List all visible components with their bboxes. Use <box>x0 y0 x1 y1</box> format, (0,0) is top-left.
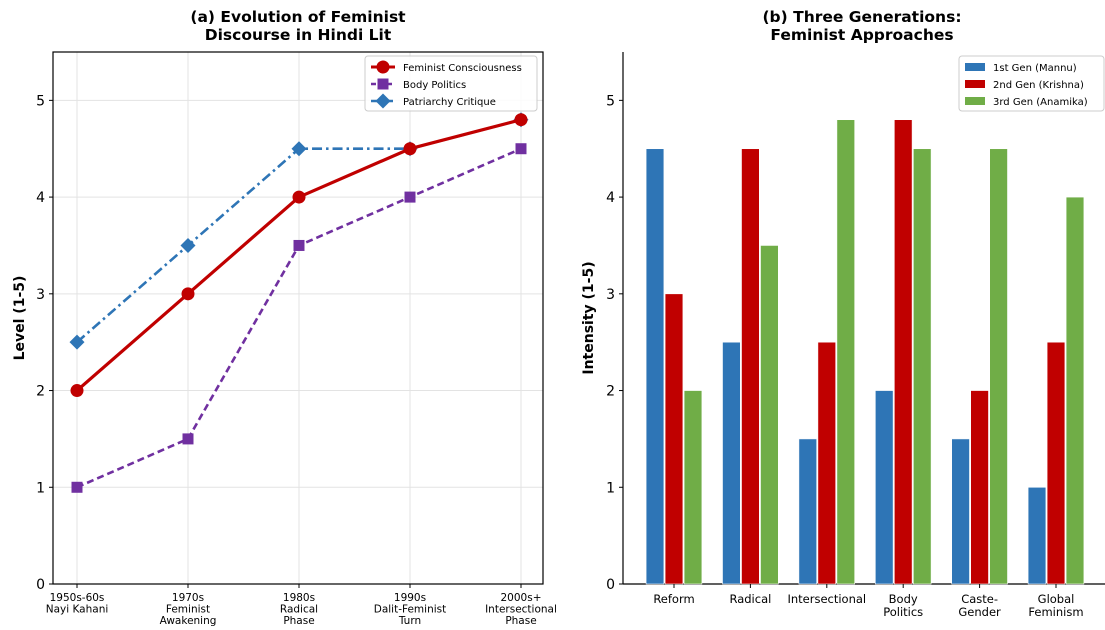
data-point <box>514 113 528 127</box>
y-tick-label: 1 <box>36 480 45 496</box>
bar <box>722 341 741 585</box>
data-point <box>293 239 305 251</box>
x-tick-label: Body Politics <box>883 592 923 619</box>
data-point <box>69 334 85 350</box>
series-1st-gen-mannu <box>645 148 1047 585</box>
bar <box>798 438 818 585</box>
chart-title: (b) Three Generations: Feminist Approache… <box>762 8 961 44</box>
legend-marker <box>376 60 390 74</box>
y-tick-label: 5 <box>606 93 615 109</box>
y-tick-label: 5 <box>36 93 45 109</box>
data-point <box>181 287 195 301</box>
bar <box>817 341 837 585</box>
data-point <box>70 384 84 398</box>
x-tick-label: 1990s Dalit-Feminist Turn <box>374 592 447 627</box>
y-tick-label: 0 <box>36 577 45 593</box>
data-point <box>403 142 417 156</box>
bar <box>970 390 989 585</box>
data-point <box>515 143 527 155</box>
data-point <box>404 191 416 203</box>
bar <box>645 148 665 585</box>
bar <box>683 390 703 585</box>
legend-label: Patriarchy Critique <box>403 97 496 108</box>
x-tick-label: Radical <box>729 592 771 606</box>
data-point <box>180 237 196 253</box>
x-tick-label: 1950s-60s Nayi Kahani <box>46 592 109 616</box>
legend-swatch <box>965 63 985 71</box>
legend: Feminist Consciousness Body Politics Patri… <box>364 55 538 112</box>
x-tick-label: Intersectional <box>787 592 866 606</box>
bar <box>741 148 760 585</box>
series-3rd-gen-anamika <box>683 119 1085 585</box>
y-tick-label: 3 <box>36 287 45 303</box>
y-axis-label: Intensity (1-5) <box>581 261 597 374</box>
bar <box>1027 486 1047 585</box>
y-tick-label: 4 <box>36 190 45 206</box>
bar <box>893 119 913 585</box>
legend-marker <box>377 78 389 90</box>
legend-label: Feminist Consciousness <box>403 63 522 74</box>
x-tick-label: 1970s Feminist Awakening <box>160 592 217 627</box>
bar <box>1065 196 1085 585</box>
data-point <box>292 190 306 204</box>
y-tick-label: 2 <box>606 384 615 400</box>
x-tick-label: 1980s Radical Phase <box>280 592 318 627</box>
legend-label: 3rd Gen (Anamika) <box>993 97 1088 108</box>
chart-title: (a) Evolution of Feminist Discourse in Hi… <box>190 8 406 44</box>
bar <box>874 390 894 585</box>
legend-label: 2nd Gen (Krishna) <box>993 80 1084 91</box>
y-tick-label: 1 <box>606 480 615 496</box>
bar <box>664 293 684 585</box>
y-axis-label: Level (1-5) <box>12 276 28 361</box>
line-chart-panel: 0 1 2 3 4 5 1950s-60s Nayi Kahani 1970s Feminist A… <box>12 8 557 627</box>
x-tick-label: Reform <box>653 592 694 606</box>
series-body-politics <box>71 143 527 493</box>
series-feminist-consciousness <box>70 113 528 398</box>
legend-box <box>364 55 538 112</box>
bar <box>989 148 1008 585</box>
bar <box>836 119 856 585</box>
y-tick-label: 3 <box>606 287 615 303</box>
legend-label: Body Politics <box>403 80 466 91</box>
data-point <box>291 141 307 157</box>
legend-box <box>958 55 1105 112</box>
legend-swatch <box>965 80 985 88</box>
legend-label: 1st Gen (Mannu) <box>993 63 1077 74</box>
data-point <box>182 433 194 445</box>
bar-chart-panel: 0 1 2 3 4 5 Reform Radical Intersectional Body Pol… <box>581 8 1105 619</box>
x-tick-label: Global Feminism <box>1028 592 1083 619</box>
bar <box>912 148 932 585</box>
x-tick-label: 2000s+ Intersectional Phase <box>485 592 557 627</box>
y-tick-label: 0 <box>606 577 615 593</box>
y-tick-label: 2 <box>36 384 45 400</box>
bar <box>1046 341 1066 585</box>
x-tick-label: Caste-Gender <box>958 592 1001 619</box>
bar <box>951 438 970 585</box>
y-tick-label: 4 <box>606 190 615 206</box>
legend-swatch <box>965 97 985 105</box>
bar <box>760 245 779 585</box>
legend: 1st Gen (Mannu) 2nd Gen (Krishna) 3rd Gen … <box>958 55 1105 112</box>
plot-frame <box>52 51 544 585</box>
legend-marker <box>375 93 391 109</box>
data-point <box>71 481 83 493</box>
